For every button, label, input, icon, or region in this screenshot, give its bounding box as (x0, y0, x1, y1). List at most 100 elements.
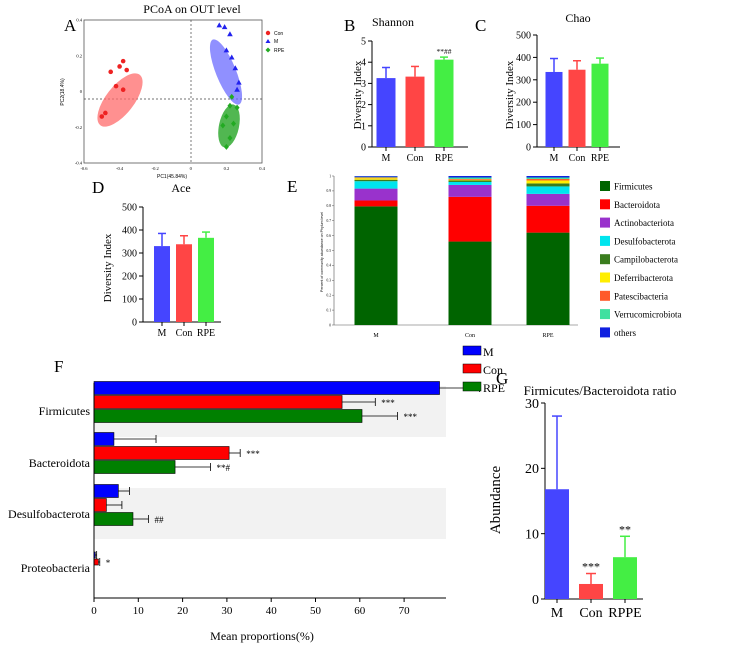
x-tick-label: 70 (399, 605, 411, 617)
x-tick-label: 40 (266, 605, 278, 617)
y-tick-label: 5 (361, 37, 366, 48)
pcoa-point-m (221, 24, 228, 30)
pcoa-point-con (113, 83, 119, 89)
legend-label-others: others (614, 328, 636, 338)
pcoa-point-m (232, 65, 239, 71)
category-label: Bacteroidota (29, 456, 91, 470)
segment-campilobacterota (354, 179, 398, 182)
y-tick-label: 0.5 (327, 249, 332, 253)
segment-bacteroidota (354, 200, 398, 207)
x-tick-label: Con (465, 333, 475, 339)
panel-letter-f: F (54, 357, 63, 376)
panel-letter-a: A (64, 16, 77, 35)
x-tick-label: Con (569, 153, 586, 164)
shannon-y-label: Diversity Index (352, 60, 364, 129)
bar-m (93, 432, 115, 446)
bar-rpe (434, 59, 454, 147)
legend-f-rpe-label: RPE (483, 381, 505, 395)
row-band (94, 488, 446, 539)
pcoa-y-tick-label: -0.4 (75, 161, 83, 166)
x-tick-label: RPE (435, 153, 453, 164)
chao-title: Chao (565, 11, 590, 25)
x-tick-label: Con (176, 328, 193, 339)
pcoa-y-tick-label: -0.2 (75, 125, 82, 130)
legend-f-m-swatch (462, 345, 482, 356)
pcoa-x-tick-label: 0.4 (259, 166, 265, 171)
bar-con (93, 498, 107, 512)
pcoa-point-rpe (234, 104, 240, 111)
legend-label-desulfobacterota: Desulfobacterota (614, 236, 675, 246)
segment-patescibacteria (448, 178, 492, 180)
segment-others (526, 176, 570, 178)
pcoa-y-tick-label: 0 (80, 89, 83, 94)
panel-letter-c: C (475, 16, 486, 35)
segment-campilobacterota (526, 183, 570, 187)
legend-label-campilobacterota: Campilobacterota (614, 255, 678, 265)
shannon-chart: 0 1 2 3 4 5 M Con RPE **## (361, 37, 468, 164)
x-tick-label: 60 (354, 605, 366, 617)
bar-m (93, 484, 119, 498)
y-tick-label: 10 (525, 528, 539, 543)
m-ellipse (209, 39, 243, 105)
significance-label: ## (154, 515, 164, 525)
pcoa-point-con (99, 114, 105, 119)
segment-deferribacterota (448, 179, 492, 181)
y-tick-label: 4 (361, 58, 366, 69)
segment-desulfobacterota (526, 186, 570, 194)
ratio-chart: 0 10 20 30 M Con *** RPPE ** (525, 397, 643, 621)
panel-letter-g: G (496, 369, 508, 388)
bar-m (545, 71, 563, 147)
legend-f-m-label: M (483, 345, 494, 359)
segment-others (354, 176, 398, 177)
bar-con (568, 69, 586, 147)
pcoa-point-m (236, 79, 242, 85)
y-tick-label: 0.2 (327, 294, 332, 298)
chao-y-label: Diversity Index (504, 60, 516, 129)
pcoa-point-rpe (227, 134, 233, 141)
category-label: Proteobacteria (21, 561, 91, 575)
ace-title: Ace (171, 181, 190, 195)
bar-con (93, 446, 230, 460)
segment-bacteroidota (448, 196, 492, 242)
bar-m (376, 78, 396, 147)
legend-con-label: Con (274, 31, 283, 37)
y-tick-label: 0 (532, 593, 539, 608)
legend-swatch-others (600, 327, 610, 338)
pcoa-point-m (234, 86, 240, 92)
x-tick-label: M (382, 153, 391, 164)
bar-rpe (93, 409, 363, 423)
legend-swatch-desulfobacterota (600, 235, 610, 246)
pcoa-y-tick-label: 0.2 (76, 53, 82, 58)
category-label: Desulfobacterota (8, 507, 91, 521)
y-tick-label: 0.3 (327, 279, 332, 283)
ratio-title: Firmicutes/Bacteroidota ratio (524, 383, 677, 398)
x-tick-label: M (550, 153, 559, 164)
significance-label: **# (217, 463, 231, 473)
pcoa-point-con (124, 67, 130, 73)
legend-label-bacteroidota: Bacteroidota (614, 200, 660, 210)
bar-rpe (198, 237, 214, 322)
legend-m-label: M (274, 39, 278, 45)
y-tick-label: 0.9 (327, 189, 332, 193)
y-tick-label: 0.6 (327, 234, 332, 238)
pcoa-point-rpe (227, 102, 233, 109)
legend-label-verrucomicrobiota: Verrucomicrobiota (614, 310, 681, 320)
panel-letter-d: D (92, 178, 104, 197)
panel-letter-e: E (287, 177, 297, 196)
legend-swatch-bacteroidota (600, 199, 610, 210)
legend-swatch-patescibacteria (600, 290, 610, 301)
pcoa-legend: Con M RPE (265, 30, 285, 54)
proportions-legend: M Con RPE (462, 345, 505, 395)
panel-f: F Firmicutes *** *** Bacteroidota *** **# Desu… (8, 345, 505, 643)
x-tick-label: M (158, 328, 167, 339)
segment-others (448, 176, 492, 178)
panel-b: B Shannon Diversity Index 0 1 2 3 4 5 M Con RPE *… (344, 15, 468, 164)
y-tick-label: 0 (132, 318, 137, 329)
y-tick-label: 300 (122, 249, 137, 260)
legend-m-marker (265, 39, 271, 43)
segment-deferribacterota (354, 178, 398, 180)
pcoa-point-con (120, 58, 126, 64)
y-tick-label: 400 (516, 53, 531, 64)
segment-patescibacteria (354, 177, 398, 179)
pcoa-point-rpe (220, 122, 226, 129)
